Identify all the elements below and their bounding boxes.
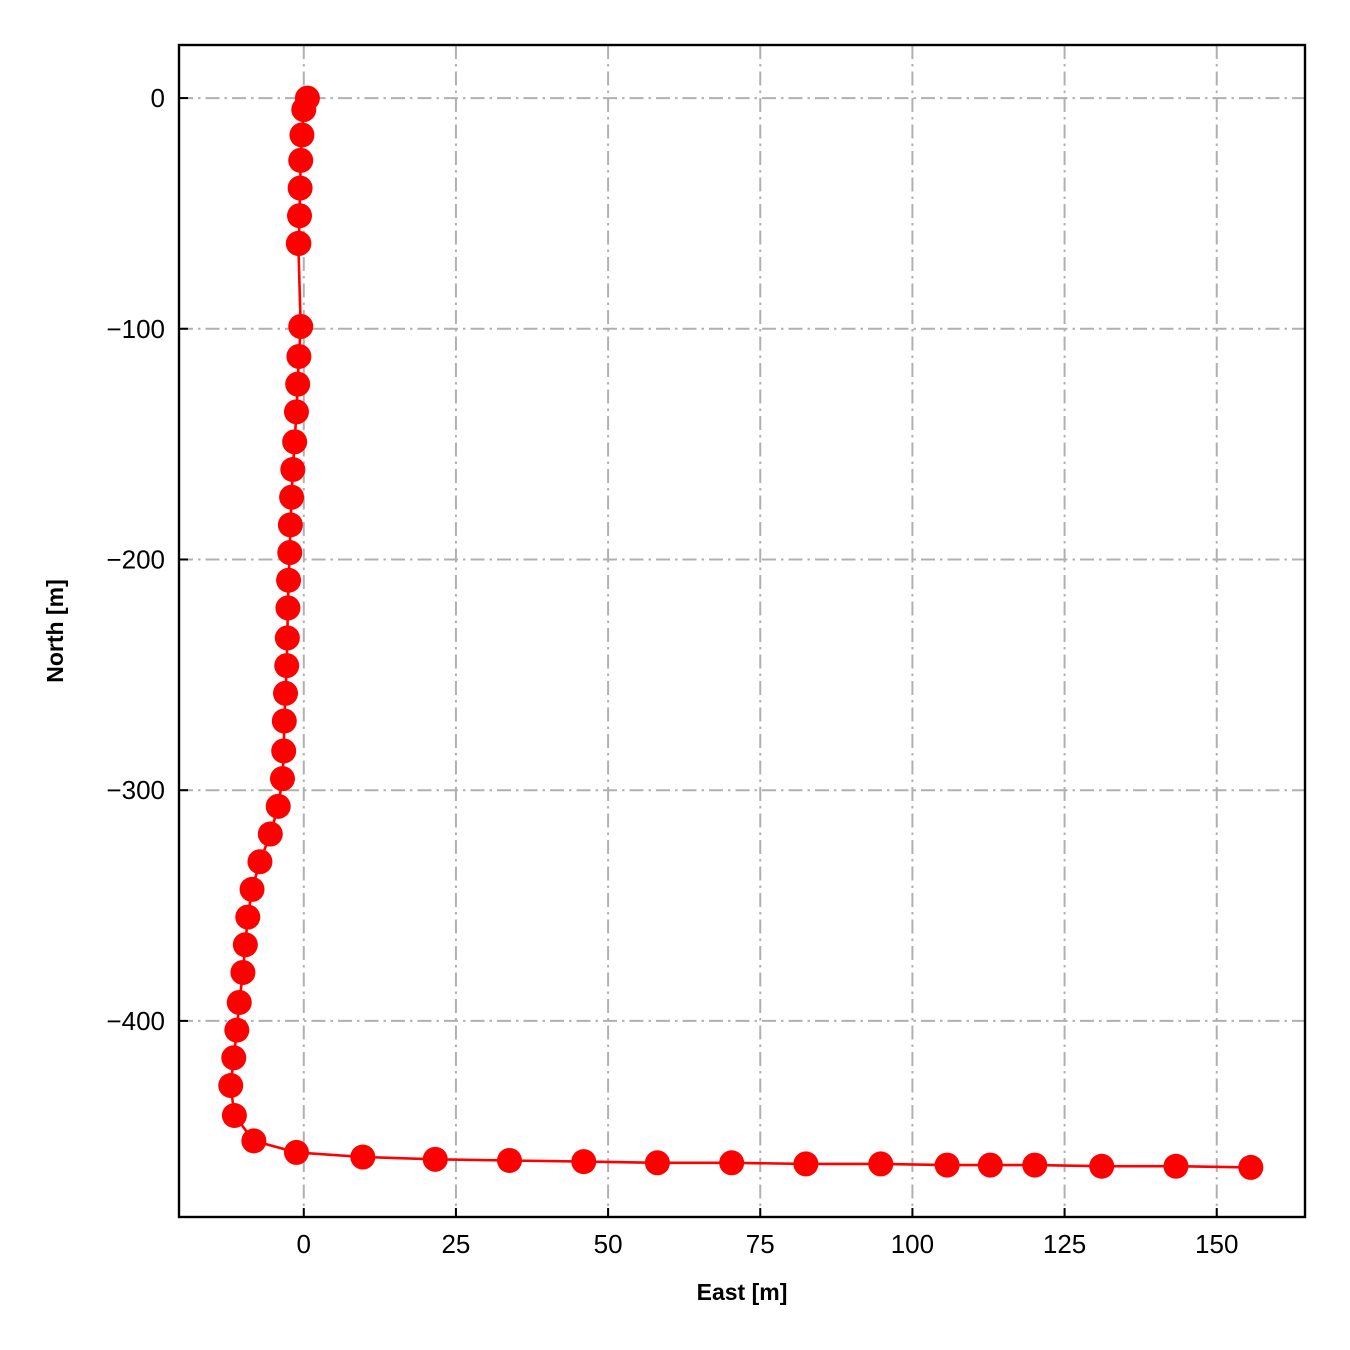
trajectory-point	[230, 959, 256, 985]
y-tick-label: −200	[106, 544, 165, 574]
trajectory-point	[977, 1152, 1003, 1178]
trajectory-point	[280, 457, 306, 483]
trajectory-point	[1163, 1153, 1189, 1179]
trajectory-point	[285, 371, 311, 397]
trajectory-point	[274, 653, 300, 679]
trajectory-point	[644, 1150, 670, 1176]
trajectory-point	[274, 625, 300, 651]
trajectory-point	[496, 1147, 522, 1173]
trajectory-point	[1022, 1152, 1048, 1178]
trajectory-point	[286, 343, 312, 369]
trajectory-point	[235, 904, 261, 930]
y-tick-label: −100	[106, 314, 165, 344]
trajectory-points	[218, 85, 1264, 1180]
trajectory-point	[226, 989, 252, 1015]
trajectory-point	[1238, 1154, 1264, 1180]
trajectory-point	[868, 1151, 894, 1177]
trajectory-point	[285, 230, 311, 256]
trajectory-point	[271, 708, 297, 734]
y-axis-label: North [m]	[42, 579, 68, 682]
trajectory-point	[289, 122, 315, 148]
trajectory-point	[288, 313, 314, 339]
trajectory-point	[350, 1144, 376, 1170]
x-axis-label: East [m]	[697, 1279, 788, 1305]
trajectory-point	[276, 567, 302, 593]
trajectory-point	[224, 1017, 250, 1043]
plot-frame	[177, 43, 1307, 1219]
trajectory-point	[221, 1102, 247, 1128]
trajectory-point	[269, 766, 295, 792]
trajectory-point	[291, 97, 317, 123]
trajectory-point	[265, 793, 291, 819]
trajectory-point	[277, 512, 303, 538]
grid	[179, 45, 1305, 1217]
trajectory-point	[247, 849, 273, 875]
trajectory-point	[719, 1150, 745, 1176]
x-tick-label: 100	[891, 1229, 934, 1259]
trajectory-point	[282, 429, 308, 455]
y-tick-label: −400	[106, 1006, 165, 1036]
trajectory-point	[571, 1149, 597, 1175]
trajectory-point	[1089, 1153, 1115, 1179]
trajectory-series	[218, 85, 1264, 1180]
trajectory-point	[422, 1146, 448, 1172]
trajectory-point	[239, 876, 265, 902]
trajectory-point	[221, 1045, 247, 1071]
x-tick-label: 50	[594, 1229, 623, 1259]
trajectory-point	[793, 1151, 819, 1177]
trajectory-point	[287, 175, 313, 201]
x-tick-label: 25	[441, 1229, 470, 1259]
x-tick-label: 150	[1195, 1229, 1238, 1259]
trajectory-point	[277, 540, 303, 566]
trajectory-point	[287, 203, 313, 229]
trajectory-point	[271, 738, 297, 764]
y-tick-label: −300	[106, 775, 165, 805]
x-tick-label: 0	[297, 1229, 311, 1259]
x-tick-label: 125	[1043, 1229, 1086, 1259]
trajectory-point	[257, 821, 283, 847]
trajectory-point	[273, 680, 299, 706]
trajectory-point	[218, 1072, 244, 1098]
trajectory-point	[241, 1128, 267, 1154]
trajectory-line	[229, 97, 1251, 1169]
trajectory-point	[283, 399, 309, 425]
axis-ticks: 0 25 50 75 100 125 150 0 −100 −200 −300 −400	[106, 83, 1238, 1259]
x-tick-label: 75	[746, 1229, 775, 1259]
trajectory-point	[288, 147, 314, 173]
trajectory-point	[232, 932, 258, 958]
trajectory-point	[275, 595, 301, 621]
trajectory-point	[934, 1152, 960, 1178]
trajectory-point	[279, 484, 305, 510]
y-tick-label: 0	[151, 83, 165, 113]
trajectory-point	[283, 1139, 309, 1165]
